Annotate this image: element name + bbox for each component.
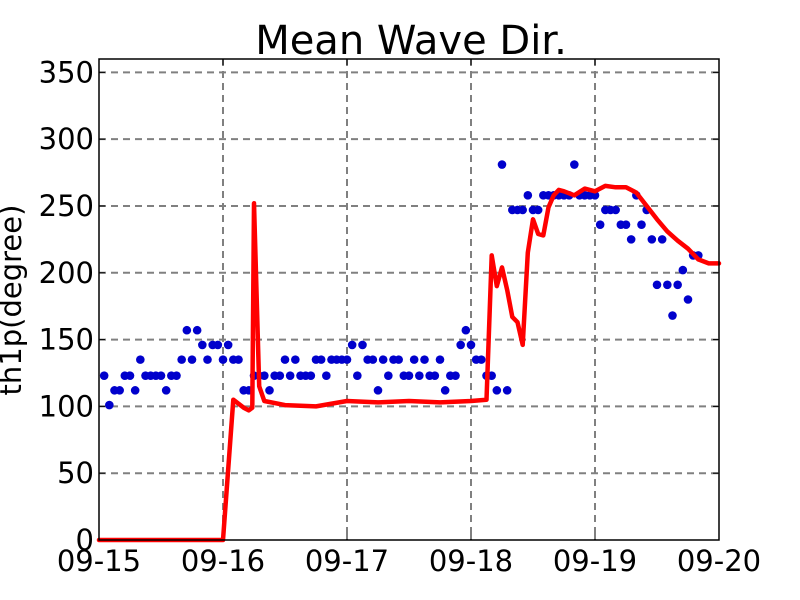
observed-point xyxy=(291,355,300,364)
observed-point xyxy=(384,371,393,380)
observed-point xyxy=(673,281,682,290)
observed-point xyxy=(524,191,533,200)
observed-point xyxy=(224,341,233,350)
observed-point xyxy=(317,355,326,364)
y-tick-label: 300 xyxy=(39,122,94,156)
observed-point xyxy=(172,371,181,380)
observed-point xyxy=(518,206,527,215)
x-axis-ticks: 09-15 09-16 09-17 09-18 09-19 09-20 xyxy=(57,59,761,578)
observed-point xyxy=(183,326,192,335)
observed-point xyxy=(679,266,688,275)
observed-point xyxy=(658,235,667,244)
observed-point xyxy=(234,355,243,364)
observed-point xyxy=(653,281,662,290)
observed-point xyxy=(307,371,316,380)
observed-point xyxy=(456,341,465,350)
x-tick-label: 09-19 xyxy=(553,544,637,578)
observed-points xyxy=(100,160,703,409)
observed-point xyxy=(684,295,693,304)
observed-point xyxy=(260,371,269,380)
observed-point xyxy=(100,371,109,380)
observed-point xyxy=(627,235,636,244)
observed-point xyxy=(596,220,605,229)
observed-point xyxy=(503,386,512,395)
observed-point xyxy=(611,206,620,215)
observed-point xyxy=(162,386,171,395)
observed-point xyxy=(286,371,295,380)
observed-point xyxy=(214,341,223,350)
observed-point xyxy=(353,371,362,380)
observed-point xyxy=(420,355,429,364)
observed-point xyxy=(369,355,378,364)
observed-point xyxy=(467,341,476,350)
observed-point xyxy=(451,371,460,380)
observed-point xyxy=(405,371,414,380)
observed-point xyxy=(188,355,197,364)
observed-point xyxy=(374,386,383,395)
observed-point xyxy=(410,355,419,364)
observed-point xyxy=(198,341,207,350)
observed-point xyxy=(637,220,646,229)
observed-point xyxy=(648,235,657,244)
observed-point xyxy=(115,386,124,395)
observed-point xyxy=(136,355,145,364)
observed-point xyxy=(477,355,486,364)
observed-point xyxy=(105,401,114,410)
observed-point xyxy=(193,326,202,335)
observed-point xyxy=(534,206,543,215)
observed-point xyxy=(219,355,228,364)
observed-point xyxy=(570,160,579,169)
observed-point xyxy=(663,281,672,290)
observed-point xyxy=(322,371,331,380)
chart: Mean Wave Dir. th1p(degree) 050100150200… xyxy=(0,0,800,600)
observed-point xyxy=(343,355,352,364)
observed-point xyxy=(441,386,450,395)
observed-point xyxy=(157,371,166,380)
observed-point xyxy=(431,371,440,380)
observed-point xyxy=(203,355,212,364)
observed-point xyxy=(462,326,471,335)
y-tick-label: 350 xyxy=(39,55,94,89)
plot-frame xyxy=(99,59,719,540)
y-tick-label: 50 xyxy=(57,456,94,490)
y-axis-label: th1p(degree) xyxy=(0,205,28,396)
x-tick-label: 09-15 xyxy=(57,544,141,578)
observed-point xyxy=(177,355,186,364)
y-tick-label: 250 xyxy=(39,189,94,223)
observed-point xyxy=(276,371,285,380)
observed-point xyxy=(415,371,424,380)
observed-point xyxy=(394,355,403,364)
y-tick-label: 200 xyxy=(39,256,94,290)
observed-point xyxy=(493,386,502,395)
observed-point xyxy=(126,371,135,380)
observed-point xyxy=(358,341,367,350)
x-tick-label: 09-17 xyxy=(305,544,389,578)
observed-point xyxy=(281,355,290,364)
observed-point xyxy=(668,311,677,320)
observed-point xyxy=(348,341,357,350)
observed-point xyxy=(131,386,140,395)
observed-point xyxy=(265,386,274,395)
y-tick-label: 100 xyxy=(39,389,94,423)
observed-point xyxy=(498,160,507,169)
observed-point xyxy=(436,355,445,364)
observed-point xyxy=(379,355,388,364)
y-tick-label: 150 xyxy=(39,323,94,357)
x-tick-label: 09-20 xyxy=(677,544,761,578)
x-tick-label: 09-16 xyxy=(181,544,265,578)
observed-point xyxy=(622,220,631,229)
grid-lines xyxy=(99,59,719,540)
x-tick-label: 09-18 xyxy=(429,544,513,578)
chart-title: Mean Wave Dir. xyxy=(255,18,567,64)
